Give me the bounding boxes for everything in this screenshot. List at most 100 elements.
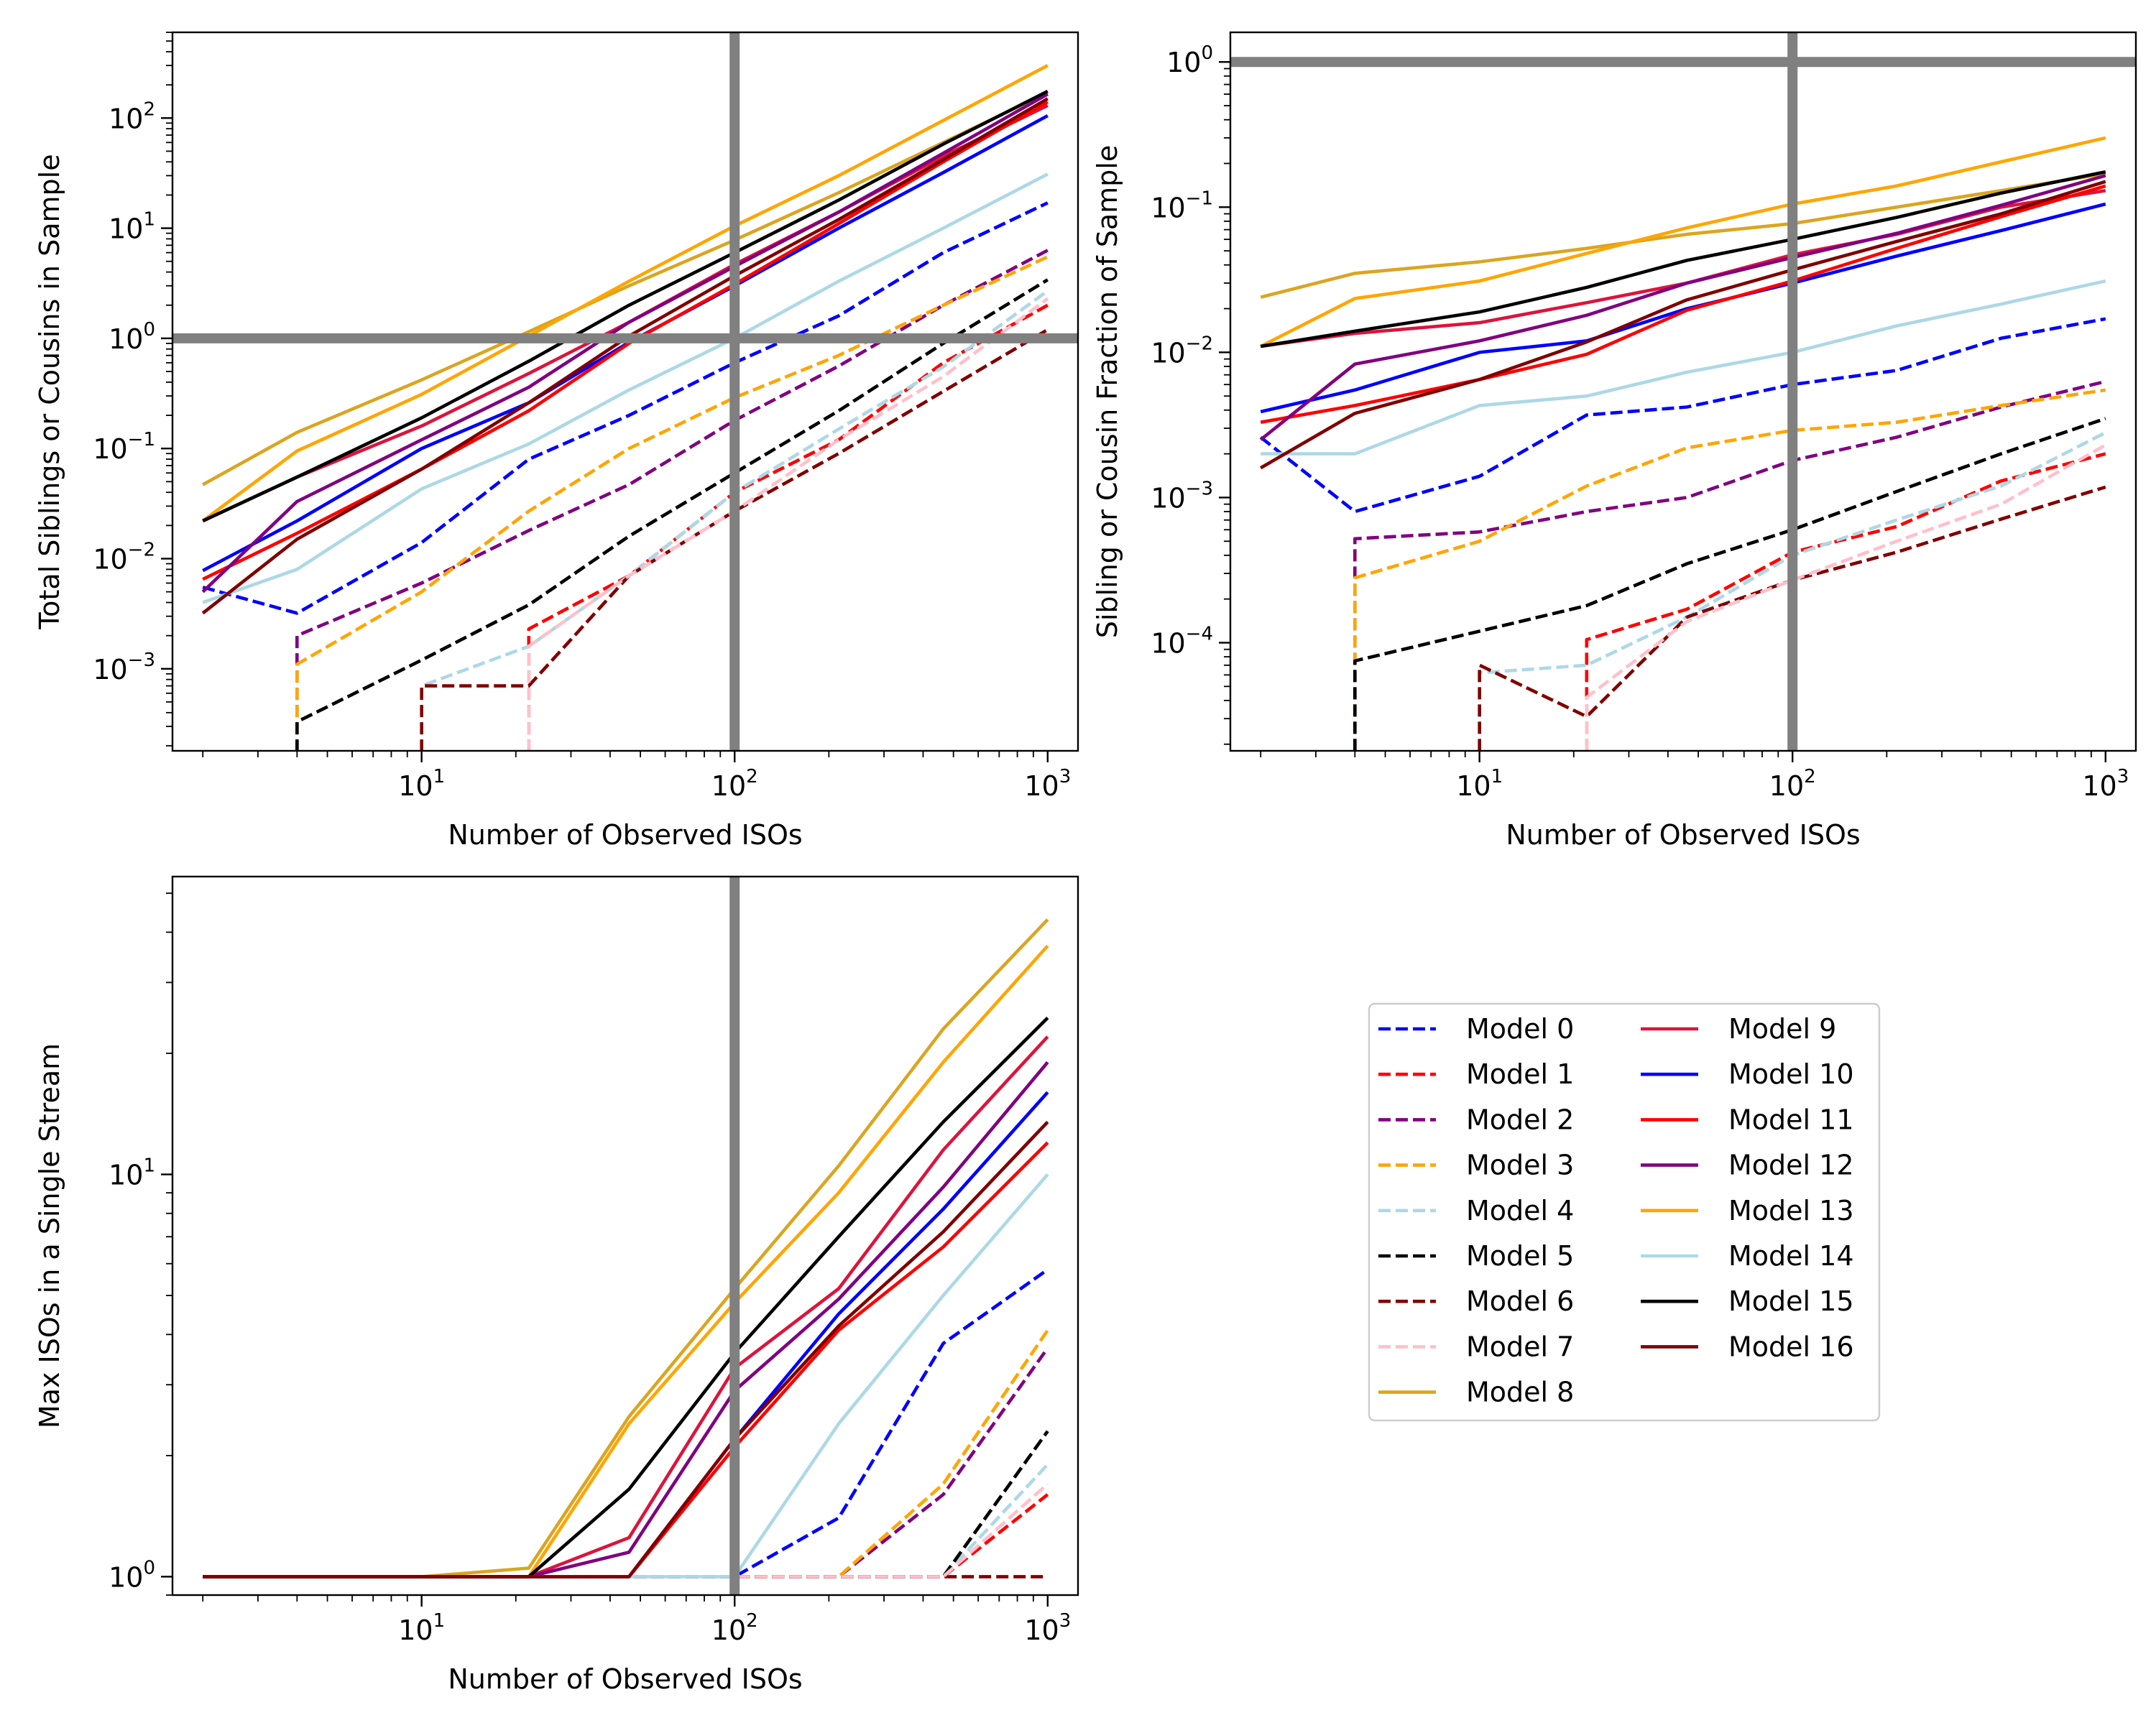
legend-label: Model 2 — [1466, 1104, 1574, 1135]
series-line-model-3 — [1353, 388, 2106, 751]
x-axis-label: Number of Observed ISOs — [448, 1663, 802, 1695]
plot-area — [203, 877, 1049, 1595]
series-line-model-9 — [1260, 189, 2106, 348]
legend-item-model-2: Model 2 — [1378, 1104, 1574, 1135]
series-line-model-12 — [1259, 174, 2106, 441]
legend-frame — [1368, 1002, 1881, 1422]
x-tick-label: 102 — [711, 1610, 758, 1646]
y-tick-label: 10−1 — [1151, 188, 1213, 223]
series-line-model-0 — [1259, 317, 2106, 514]
legend-label: Model 16 — [1728, 1331, 1854, 1362]
x-tick-label: 103 — [1024, 766, 1071, 802]
series-line-model-1 — [527, 303, 1049, 751]
series-line-model-9 — [202, 103, 1049, 523]
y-tick-label: 102 — [109, 98, 155, 134]
series-line-model-15 — [1260, 170, 2106, 348]
y-axis-label: Sibling or Cousin Fraction of Sample — [1092, 145, 1123, 639]
legend-label: Model 12 — [1728, 1150, 1854, 1181]
series-line-model-5 — [295, 278, 1049, 751]
legend-item-model-5: Model 5 — [1378, 1240, 1574, 1272]
series-line-model-8 — [202, 91, 1049, 486]
legend-label: Model 14 — [1728, 1240, 1854, 1272]
legend-item-model-4: Model 4 — [1378, 1195, 1574, 1226]
plot-area — [172, 32, 1078, 751]
series-line-model-8 — [1260, 172, 2106, 299]
series-line-model-13 — [201, 64, 1049, 522]
legend-label: Model 13 — [1728, 1195, 1854, 1226]
series-line-model-11 — [1260, 184, 2106, 424]
y-tick-label: 100 — [1166, 42, 1213, 78]
legend-label: Model 7 — [1466, 1331, 1574, 1362]
series-line-model-16 — [203, 1120, 1049, 1579]
legend-item-model-8: Model 8 — [1378, 1377, 1574, 1408]
legend-item-model-16: Model 16 — [1641, 1331, 1854, 1362]
series-line-model-13 — [203, 944, 1049, 1579]
legend: Model 0 Model 1 Model 2 Model 3 Model 4 Model… — [1368, 1002, 1881, 1422]
legend-label: Model 5 — [1466, 1240, 1574, 1272]
axes-frame — [171, 31, 1079, 752]
series-line-model-2 — [1353, 379, 2106, 751]
legend-item-model-15: Model 15 — [1641, 1285, 1854, 1317]
series-line-model-3 — [203, 1329, 1049, 1579]
series-line-model-2 — [203, 1346, 1049, 1579]
x-tick-label: 101 — [398, 766, 445, 802]
legend-item-model-1: Model 1 — [1378, 1058, 1574, 1090]
legend-item-model-12: Model 12 — [1641, 1150, 1854, 1181]
series-line-model-14 — [1261, 279, 2106, 456]
x-tick-label: 102 — [1769, 766, 1816, 802]
y-tick-label: 100 — [109, 319, 155, 355]
legend-label: Model 15 — [1728, 1285, 1854, 1317]
series-line-model-14 — [202, 172, 1049, 604]
series-line-model-9 — [203, 1035, 1049, 1579]
y-tick-label: 10−1 — [93, 429, 155, 465]
legend-label: Model 6 — [1466, 1285, 1574, 1317]
series-line-model-12 — [203, 1061, 1049, 1579]
series-line-model-5 — [1353, 417, 2106, 751]
series-line-model-2 — [295, 249, 1049, 751]
y-axis-label: Max ISOs in a Single Stream — [34, 1043, 65, 1428]
legend-label: Model 9 — [1728, 1013, 1836, 1045]
series-line-model-1 — [203, 1493, 1049, 1579]
legend-item-model-0: Model 0 — [1378, 1013, 1574, 1045]
series-line-model-16 — [1260, 180, 2106, 470]
x-tick-label: 101 — [1456, 766, 1503, 802]
series-line-model-0 — [202, 201, 1049, 615]
legend-item-model-11: Model 11 — [1641, 1104, 1854, 1135]
y-tick-label: 10−2 — [93, 540, 155, 576]
y-tick-label: 10−3 — [93, 650, 155, 685]
y-tick-label: 10−3 — [1151, 478, 1213, 514]
y-axis-label: Total Siblings or Cousins in Sample — [34, 154, 65, 629]
legend-label: Model 10 — [1728, 1058, 1854, 1090]
legend-item-model-6: Model 6 — [1378, 1285, 1574, 1317]
legend-label: Model 8 — [1466, 1377, 1574, 1408]
x-tick-label: 103 — [2082, 766, 2129, 802]
panel-top-left: 101 102 103 10−3 10−2 10−1 100 101 102 Number of … — [34, 31, 1079, 851]
legend-label: Model 4 — [1466, 1195, 1574, 1226]
plot-area — [1230, 32, 2136, 751]
y-tick-label: 10−4 — [1151, 624, 1213, 660]
y-tick-label: 100 — [109, 1557, 155, 1593]
series-line-model-6 — [1478, 485, 2106, 751]
y-tick-label: 10−2 — [1151, 333, 1213, 369]
axes-frame — [171, 875, 1079, 1597]
series-line-model-0 — [203, 1268, 1049, 1579]
series-line-model-4 — [1478, 431, 2106, 751]
series-line-model-15 — [202, 89, 1049, 523]
x-axis-label: Number of Observed ISOs — [1506, 819, 1860, 851]
series-line-model-7 — [203, 1482, 1049, 1579]
series-line-model-4 — [420, 289, 1049, 751]
y-tick-label: 101 — [109, 1155, 155, 1191]
legend-item-model-10: Model 10 — [1641, 1058, 1854, 1090]
legend-label: Model 1 — [1466, 1058, 1574, 1090]
series-line-model-12 — [201, 92, 1049, 593]
x-tick-label: 103 — [1024, 1610, 1071, 1646]
series-line-model-4 — [203, 1463, 1049, 1579]
legend-item-model-3: Model 3 — [1378, 1150, 1574, 1181]
legend-item-model-13: Model 13 — [1641, 1195, 1854, 1226]
series-line-model-14 — [203, 1173, 1049, 1579]
series-line-model-6 — [420, 328, 1049, 751]
series-line-model-15 — [203, 1016, 1049, 1579]
